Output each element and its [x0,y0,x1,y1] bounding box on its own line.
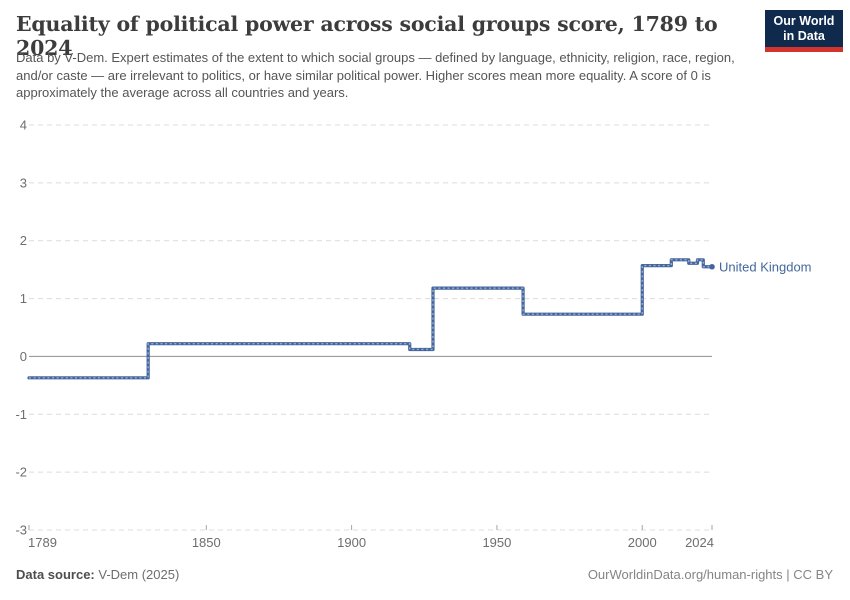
x-axis-tick-label: 1900 [337,535,366,550]
line-series-texture [29,259,712,379]
data-source-label: Data source: [16,567,95,582]
y-axis-tick-label: 4 [20,118,27,133]
x-axis-tick-label: 1789 [28,535,57,550]
x-axis-tick-label: 2024 [685,535,714,550]
owid-logo-line2: in Data [783,28,825,43]
y-axis-tick-label: 0 [20,349,27,364]
line-series-united-kingdom[interactable] [27,258,714,380]
y-axis-tick-label: -1 [15,407,27,422]
chart-subtitle: Data by V-Dem. Expert estimates of the e… [16,50,735,100]
x-axis-tick-label: 1950 [482,535,511,550]
y-axis-tick-label: 1 [20,291,27,306]
owid-logo-line1: Our World [773,14,835,28]
y-axis-tick-label: -3 [15,523,27,538]
footer-links: OurWorldinData.org/human-rights | CC BY [588,567,833,582]
series-label-united-kingdom[interactable]: United Kingdom [719,259,812,274]
y-axis-tick-label: 3 [20,175,27,190]
footer-separator: | [782,567,794,582]
data-source: Data source: V-Dem (2025) [16,567,179,582]
y-axis-tick-label: 2 [20,233,27,248]
series-end-dot [709,263,715,270]
x-axis-tick-label: 2000 [628,535,657,550]
x-axis-tick-label: 1850 [192,535,221,550]
footer-url-link[interactable]: OurWorldinData.org/human-rights [587,567,783,582]
footer-license-link[interactable]: CC BY [793,567,833,582]
page-title: Equality of political power across socia… [16,12,718,60]
y-axis-tick-label: -2 [15,465,27,480]
data-source-value: V-Dem (2025) [94,567,180,582]
owid-logo[interactable]: Our World in Data [765,10,843,52]
